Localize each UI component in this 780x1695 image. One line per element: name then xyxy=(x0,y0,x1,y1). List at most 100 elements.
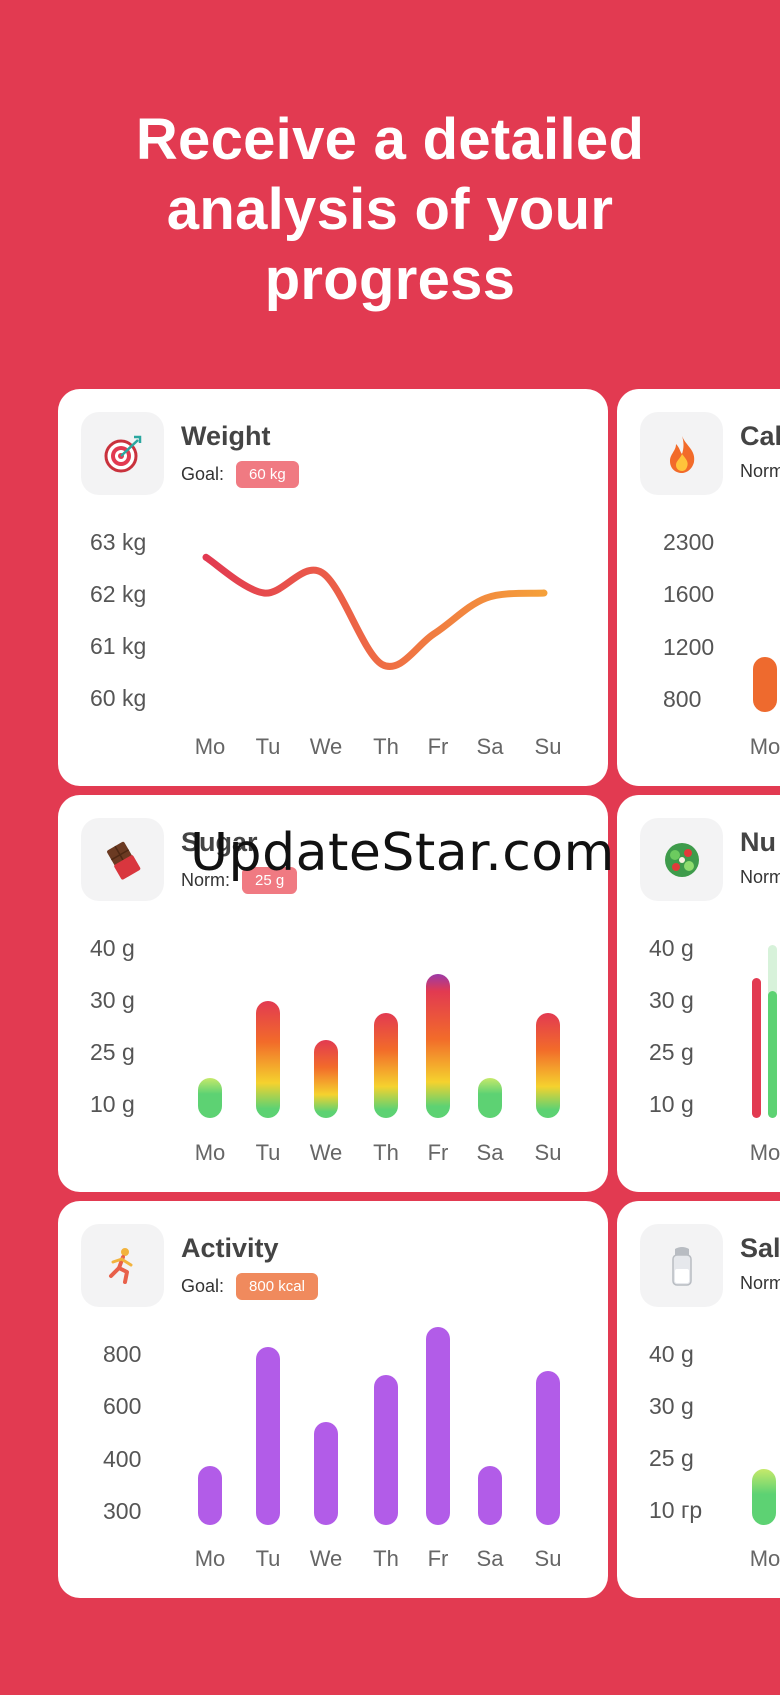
sugar-goal-label: Norm: xyxy=(181,870,230,890)
sugar-bar xyxy=(198,1078,222,1118)
activity-title: Activity xyxy=(181,1233,279,1263)
headline-line-2: analysis of your xyxy=(166,177,614,242)
weight-x-tick: Su xyxy=(534,734,562,759)
sugar-bar xyxy=(374,1012,398,1118)
nutrition-y-tick: 25 g xyxy=(649,1039,694,1065)
calories-y-tick: 1200 xyxy=(663,634,715,660)
activity-y-tick: 600 xyxy=(103,1393,142,1419)
weight-goal-badge: 60 kg xyxy=(236,461,299,488)
weight-y-tick: 63 kg xyxy=(90,529,147,555)
sugar-bar xyxy=(314,1040,338,1118)
sugar-x-tick: Su xyxy=(534,1140,562,1165)
sugar-y-tick: 10 g xyxy=(90,1091,135,1117)
activity-bar xyxy=(198,1466,222,1525)
weight-x-tick: We xyxy=(309,734,343,759)
activity-bar xyxy=(478,1466,502,1525)
weight-card[interactable]: Weight Goal: 60 kg 63 kg 62 kg 61 kg 60 … xyxy=(58,389,608,786)
salt-shaker-icon xyxy=(640,1224,723,1307)
weight-x-tick: Fr xyxy=(427,734,449,759)
sugar-bar xyxy=(256,1001,280,1118)
weight-y-tick: 60 kg xyxy=(90,685,147,711)
activity-goal: Goal: 800 kcal xyxy=(181,1273,318,1300)
sugar-goal: Norm: 25 g xyxy=(181,867,298,894)
sugar-goal-badge: 25 g xyxy=(242,867,298,894)
nutrition-title: Nu xyxy=(740,827,776,857)
salt-card[interactable]: Sal Norm 40 g 30 g 25 g 10 гр Mo xyxy=(617,1201,780,1598)
activity-x-tick: Mo xyxy=(194,1546,226,1571)
calories-goal: Norm xyxy=(740,461,780,482)
activity-x-tick: Sa xyxy=(476,1546,504,1571)
weight-x-tick: Mo xyxy=(194,734,226,759)
sugar-card[interactable]: Sugar Norm: 25 g 40 g 30 g 25 g 10 g Mo T… xyxy=(58,795,608,1192)
calories-x-tick: Mo xyxy=(749,734,780,759)
headline-line-3: progress xyxy=(264,247,516,312)
nutrition-y-tick: 40 g xyxy=(649,935,694,961)
salt-y-tick: 10 гр xyxy=(649,1497,703,1523)
nutrition-bar-protein xyxy=(752,978,761,1118)
sugar-x-tick: Mo xyxy=(194,1140,226,1165)
chocolate-icon xyxy=(81,818,164,901)
weight-goal-label: Goal: xyxy=(181,464,225,484)
activity-x-tick: Su xyxy=(534,1546,562,1571)
salt-title: Sal xyxy=(740,1233,780,1263)
fire-icon xyxy=(640,412,723,495)
activity-y-tick: 300 xyxy=(103,1498,142,1524)
sugar-x-tick: Fr xyxy=(427,1140,449,1165)
target-icon xyxy=(81,412,164,495)
salt-bar xyxy=(752,1469,776,1525)
salt-y-tick: 40 g xyxy=(649,1341,694,1367)
weight-goal: Goal: 60 kg xyxy=(181,461,299,488)
activity-bar xyxy=(374,1374,398,1525)
calories-y-tick: 1600 xyxy=(663,581,715,607)
weight-title: Weight xyxy=(181,421,271,451)
nutrition-goal: Norm xyxy=(740,867,780,888)
calories-y-tick: 2300 xyxy=(663,529,715,555)
headline-line-1: Receive a detailed xyxy=(135,107,645,172)
sugar-y-tick: 25 g xyxy=(90,1039,135,1065)
weight-line-chart xyxy=(202,553,548,670)
sugar-bar xyxy=(536,1012,560,1118)
salt-y-tick: 25 g xyxy=(649,1445,694,1471)
weight-x-tick: Tu xyxy=(255,734,281,759)
weight-y-tick: 61 kg xyxy=(90,633,147,659)
activity-x-tick: Th xyxy=(373,1546,399,1571)
calories-y-tick: 800 xyxy=(663,686,702,712)
weight-series-line xyxy=(202,553,548,670)
activity-x-tick: Fr xyxy=(427,1546,449,1571)
nutrition-y-tick: 10 g xyxy=(649,1091,694,1117)
activity-x-tick: Tu xyxy=(255,1546,281,1571)
activity-bar xyxy=(314,1422,338,1525)
watermark: UpdateStar.com xyxy=(190,823,615,883)
headline: Receive a detailed analysis of your prog… xyxy=(0,105,780,315)
activity-y-tick: 800 xyxy=(103,1341,142,1367)
activity-x-tick: We xyxy=(309,1546,343,1571)
calories-card[interactable]: Cal Norm 2300 1600 1200 800 Mo xyxy=(617,389,780,786)
activity-y-tick: 400 xyxy=(103,1446,142,1472)
sugar-title: Sugar xyxy=(181,827,258,857)
sugar-y-tick: 40 g xyxy=(90,935,135,961)
nutrition-goal-label: Norm xyxy=(740,867,780,887)
nutrition-card[interactable]: Nu Norm 40 g 30 g 25 g 10 g Mo xyxy=(617,795,780,1192)
nutrition-bar-fat xyxy=(768,991,777,1118)
activity-card[interactable]: Activity Goal: 800 kcal 800 600 400 300 … xyxy=(58,1201,608,1598)
nutrition-y-tick: 30 g xyxy=(649,987,694,1013)
salad-icon xyxy=(640,818,723,901)
sugar-x-tick: Th xyxy=(373,1140,399,1165)
salt-goal: Norm xyxy=(740,1273,780,1294)
calories-title: Cal xyxy=(740,421,780,451)
salt-goal-label: Norm xyxy=(740,1273,780,1293)
sugar-y-tick: 30 g xyxy=(90,987,135,1013)
sugar-x-tick: We xyxy=(309,1140,343,1165)
activity-goal-badge: 800 kcal xyxy=(236,1273,318,1300)
weight-x-tick: Th xyxy=(373,734,399,759)
activity-bar xyxy=(256,1347,280,1525)
activity-bar xyxy=(426,1326,450,1525)
salt-x-tick: Mo xyxy=(749,1546,780,1571)
sugar-x-tick: Sa xyxy=(476,1140,504,1165)
activity-goal-label: Goal: xyxy=(181,1276,225,1296)
calories-goal-label: Norm xyxy=(740,461,780,481)
calories-bar xyxy=(753,657,777,712)
weight-y-tick: 62 kg xyxy=(90,581,147,607)
runner-icon xyxy=(81,1224,164,1307)
sugar-bar xyxy=(478,1078,502,1118)
